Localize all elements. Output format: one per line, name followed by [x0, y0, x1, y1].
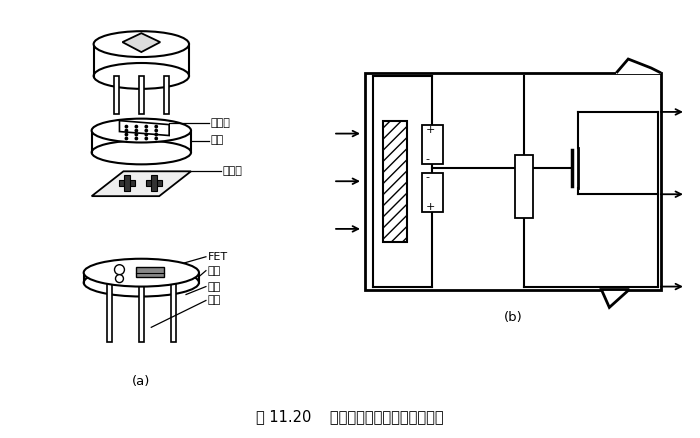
Text: FET: FET	[208, 252, 228, 262]
Text: 引线: 引线	[208, 296, 221, 305]
Circle shape	[135, 129, 138, 132]
Bar	[365, 73, 661, 290]
Bar	[164, 76, 169, 114]
Circle shape	[125, 129, 127, 132]
Text: +: +	[426, 201, 435, 212]
Circle shape	[155, 129, 158, 132]
Polygon shape	[601, 290, 629, 307]
Ellipse shape	[94, 63, 189, 89]
Text: 高阻: 高阻	[208, 282, 221, 292]
Bar	[120, 180, 135, 186]
Ellipse shape	[92, 141, 191, 164]
Bar	[171, 283, 176, 342]
Circle shape	[145, 129, 148, 132]
Bar	[151, 175, 158, 191]
Circle shape	[145, 133, 148, 136]
Text: +: +	[426, 125, 435, 135]
Bar	[107, 283, 112, 342]
Bar	[139, 283, 143, 342]
Bar	[146, 180, 162, 186]
Polygon shape	[122, 33, 160, 52]
Ellipse shape	[84, 268, 199, 297]
Text: -: -	[426, 173, 430, 183]
Text: (a): (a)	[132, 375, 150, 389]
Circle shape	[116, 275, 123, 283]
Circle shape	[145, 138, 148, 140]
Text: 管帽: 管帽	[211, 135, 224, 145]
Text: 图 11.20    热释电人体红外传感器的结构: 图 11.20 热释电人体红外传感器的结构	[256, 409, 444, 424]
Circle shape	[155, 133, 158, 136]
Text: 管座: 管座	[208, 266, 221, 276]
Bar	[125, 175, 130, 191]
Text: -: -	[426, 154, 430, 164]
Circle shape	[125, 138, 127, 140]
Bar	[136, 267, 164, 277]
Text: 滤光片: 滤光片	[211, 118, 231, 127]
Bar	[383, 120, 407, 242]
Bar	[601, 288, 629, 290]
Circle shape	[135, 138, 138, 140]
Ellipse shape	[92, 119, 191, 142]
Bar	[616, 71, 661, 74]
Ellipse shape	[84, 259, 199, 286]
Circle shape	[155, 138, 158, 140]
Circle shape	[125, 133, 127, 136]
Bar	[515, 155, 533, 218]
Circle shape	[155, 125, 158, 128]
Polygon shape	[616, 59, 661, 73]
Circle shape	[115, 265, 125, 275]
Circle shape	[135, 133, 138, 136]
Circle shape	[125, 125, 127, 128]
Bar	[114, 76, 119, 114]
Bar	[421, 173, 443, 212]
Ellipse shape	[94, 31, 189, 57]
Circle shape	[145, 125, 148, 128]
Text: 敏感元: 敏感元	[223, 166, 243, 177]
Bar	[139, 76, 143, 114]
Bar	[421, 125, 443, 164]
Polygon shape	[92, 171, 191, 196]
Polygon shape	[120, 120, 169, 135]
Text: (b): (b)	[503, 311, 522, 324]
Circle shape	[135, 125, 138, 128]
